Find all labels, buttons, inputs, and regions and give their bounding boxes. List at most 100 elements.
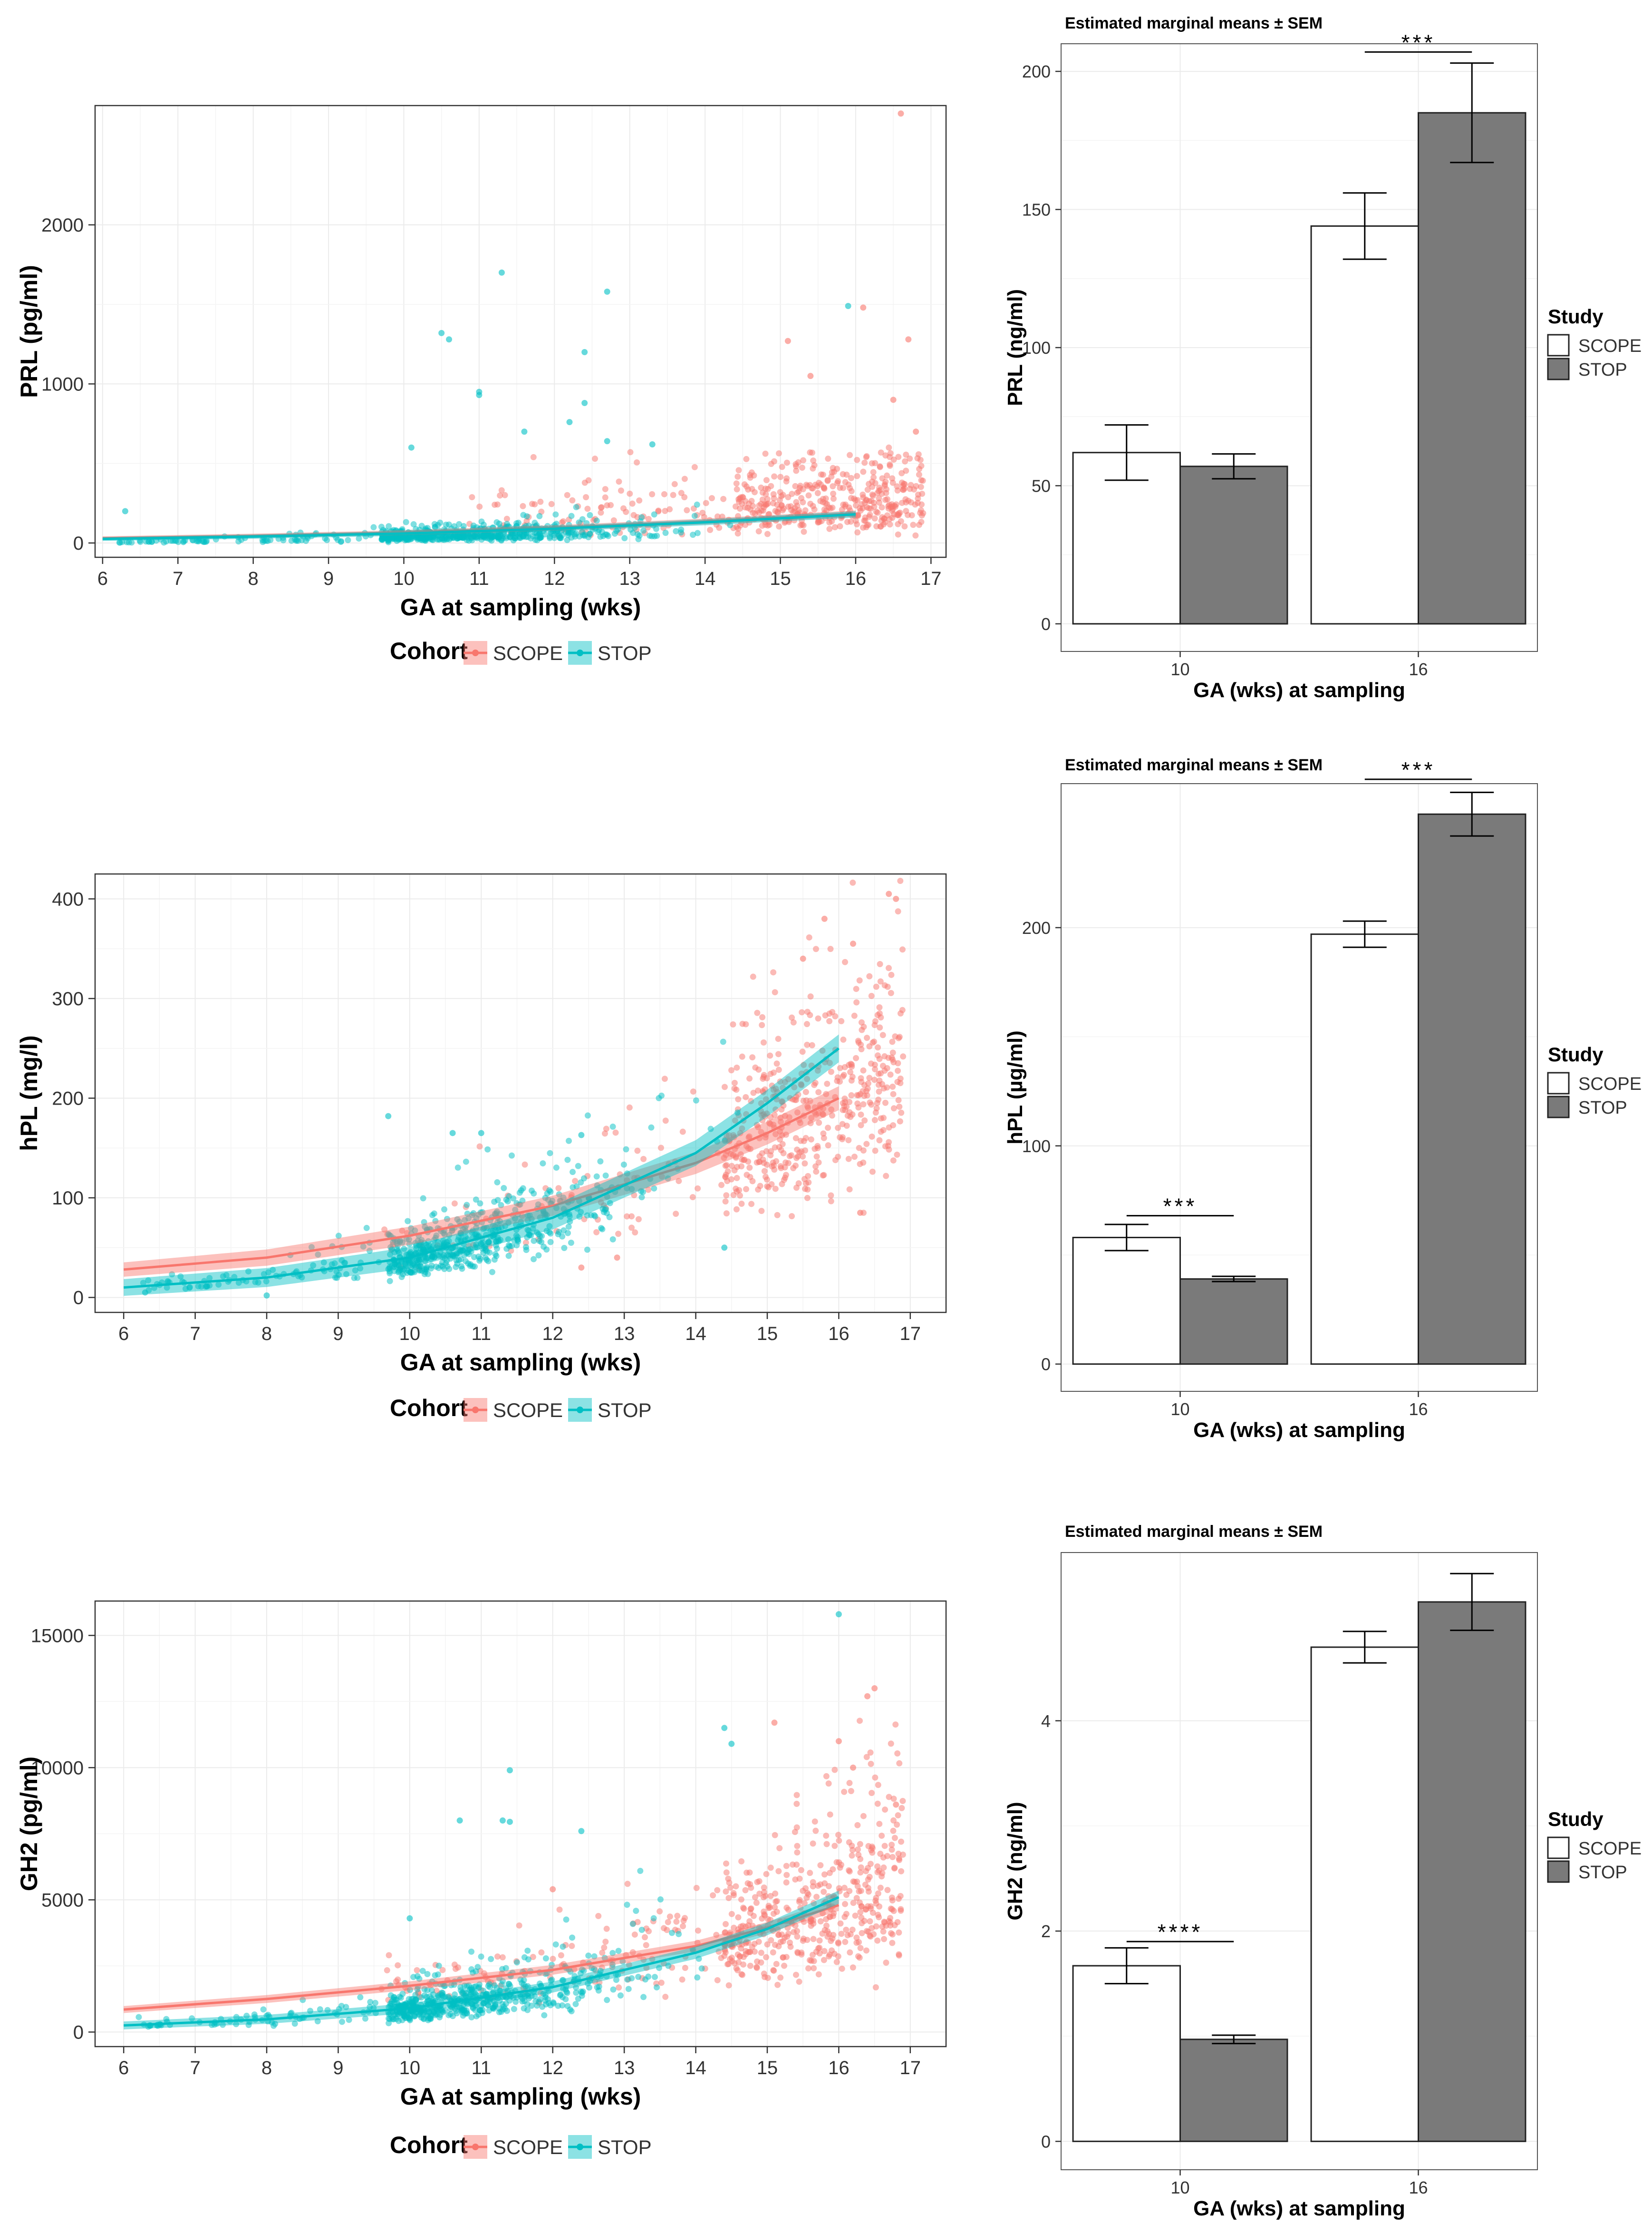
data-point: [723, 1869, 730, 1876]
data-point: [304, 535, 311, 542]
data-point: [800, 1937, 806, 1944]
data-point: [612, 1129, 619, 1136]
data-point: [451, 1961, 458, 1968]
data-point: [817, 1862, 824, 1869]
data-point: [735, 1959, 742, 1966]
data-point: [615, 526, 621, 533]
data-point: [233, 2014, 240, 2020]
x-tick-label: 14: [695, 568, 716, 589]
data-point: [493, 1242, 499, 1249]
data-point: [832, 1013, 839, 1019]
data-point: [468, 2014, 475, 2020]
error-bar-scope-16: [1343, 1631, 1387, 1664]
data-point: [506, 1818, 513, 1825]
data-point: [783, 1879, 790, 1886]
data-point: [524, 1983, 531, 1990]
data-point: [785, 519, 792, 525]
data-point: [734, 530, 741, 537]
data-point: [403, 519, 409, 525]
data-point: [754, 1958, 761, 1965]
data-point: [628, 1224, 635, 1231]
data-point: [763, 1871, 770, 1877]
data-point: [441, 1206, 448, 1213]
bar-stop-10: [1179, 1278, 1288, 1365]
data-point: [894, 1151, 900, 1158]
data-point: [772, 1131, 779, 1137]
data-point: [749, 1922, 756, 1929]
data-point: [414, 1257, 420, 1263]
data-point: [735, 498, 742, 505]
data-point: [581, 400, 588, 407]
data-point: [435, 1962, 442, 1969]
data-point: [578, 1209, 584, 1215]
data-point: [733, 480, 740, 487]
data-point: [562, 528, 569, 535]
data-point: [547, 1150, 553, 1156]
data-point: [498, 1202, 504, 1208]
data-point: [814, 490, 821, 496]
data-point: [448, 1982, 454, 1989]
data-point: [310, 1262, 317, 1269]
data-point: [542, 1210, 549, 1217]
data-point: [835, 1611, 842, 1618]
data-point: [660, 524, 667, 531]
data-point: [891, 1835, 898, 1841]
data-point: [857, 1869, 864, 1876]
data-point: [631, 1931, 638, 1938]
data-point: [667, 506, 673, 513]
data-point: [423, 1263, 430, 1270]
x-tick-label: 16: [1409, 660, 1428, 679]
data-point: [768, 1937, 774, 1943]
data-point: [746, 1918, 753, 1924]
data-point: [883, 1960, 889, 1966]
data-point: [827, 1811, 833, 1818]
data-point: [731, 1079, 738, 1086]
data-point: [824, 477, 831, 484]
data-point: [489, 1269, 495, 1275]
data-point: [818, 518, 825, 524]
data-point: [837, 1065, 843, 1071]
data-point: [539, 1233, 545, 1239]
data-point: [821, 1172, 827, 1178]
data-point: [878, 449, 884, 456]
x-tick-label: 9: [323, 568, 334, 589]
data-point: [792, 483, 799, 489]
data-point: [576, 519, 582, 526]
data-point: [531, 1256, 537, 1262]
data-point: [890, 646, 897, 652]
error-bar-scope-10: [1104, 1223, 1149, 1252]
data-point: [823, 1773, 830, 1779]
data-point: [543, 1228, 550, 1234]
data-point: [823, 1841, 830, 1847]
legend-title: Study: [1548, 1808, 1604, 1830]
data-point: [556, 1229, 562, 1235]
data-point: [673, 528, 679, 534]
data-point: [846, 1186, 853, 1193]
data-point: [804, 1186, 811, 1193]
x-tick-label: 16: [1409, 1399, 1428, 1419]
data-point: [826, 525, 833, 532]
data-point: [800, 486, 806, 493]
data-point: [180, 539, 187, 545]
data-point: [460, 523, 467, 529]
data-point: [907, 485, 913, 492]
data-point: [825, 456, 831, 462]
data-point: [648, 1124, 655, 1131]
data-point: [789, 1014, 795, 1021]
data-point: [641, 1934, 648, 1941]
data-point: [435, 1971, 441, 1978]
data-point: [858, 1903, 865, 1910]
y-tick-label: 300: [52, 989, 84, 1010]
data-point: [874, 1869, 881, 1875]
data-point: [480, 521, 487, 528]
data-point: [850, 941, 856, 947]
data-point: [899, 1797, 906, 1804]
data-point: [501, 530, 507, 537]
data-point: [140, 1280, 146, 1286]
data-point: [643, 1964, 650, 1971]
data-point: [573, 504, 580, 511]
data-point: [463, 1228, 469, 1235]
data-point: [743, 1923, 749, 1930]
y-axis-title: GH2 (pg/ml): [16, 1757, 42, 1891]
data-point: [869, 1168, 876, 1175]
